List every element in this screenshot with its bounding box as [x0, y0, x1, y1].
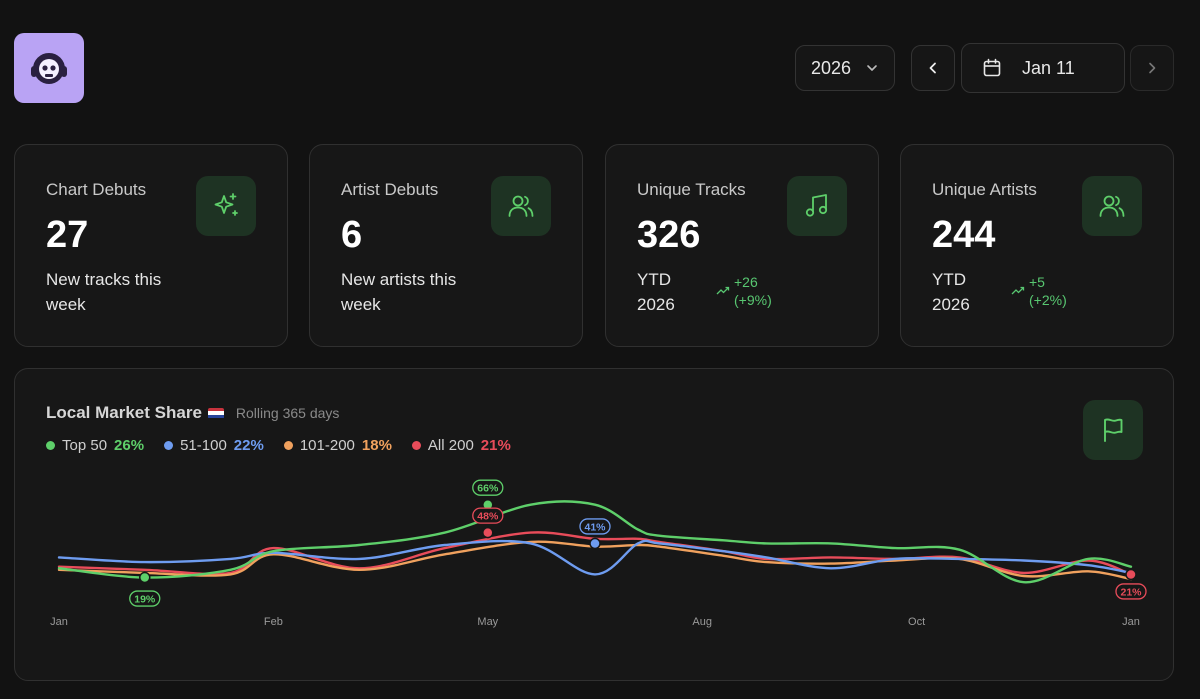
series-line-51-100[interactable]: [57, 539, 1133, 576]
users-icon: [1099, 195, 1125, 217]
legend-item-51-100[interactable]: 51-100 22%: [164, 437, 264, 454]
legend-label: 101-200: [299, 437, 355, 454]
x-tick-label: May: [477, 616, 498, 628]
annotation-48pct: 48%: [472, 507, 504, 539]
x-tick-label: Aug: [692, 616, 712, 628]
annotation-pill: [472, 479, 504, 496]
x-tick-label: Jan: [1122, 616, 1140, 628]
legend-dot: [164, 441, 174, 450]
card-value: 326: [637, 214, 701, 256]
trending-up-icon: [716, 286, 730, 295]
card-icon-box: [491, 176, 551, 236]
card-icon-box: [787, 176, 847, 236]
card-value: 27: [46, 214, 89, 256]
artist-debuts-card: Artist Debuts 6 New artists this week: [309, 144, 583, 347]
card-value: 244: [932, 214, 996, 256]
annotation-66pct: 66%: [472, 479, 504, 511]
annotation-label: 66%: [477, 483, 499, 495]
annotation-pill: [579, 518, 611, 535]
annotation-41pct: 41%: [579, 518, 611, 550]
chart-legend: Top 50 26% 51-100 22% 101-200 18% All 20…: [46, 437, 511, 454]
date-value: Jan 11: [1022, 57, 1075, 78]
card-label: Unique Artists: [932, 180, 1037, 199]
chart-flag-box: [1083, 400, 1143, 460]
app-logo[interactable]: [14, 33, 84, 103]
annotation-pill: [129, 590, 161, 607]
next-week-button[interactable]: [1130, 45, 1174, 91]
chart-subtitle: Rolling 365 days: [235, 405, 340, 421]
skull-headphones-icon: [31, 53, 67, 84]
trend-percent: (+9%): [734, 292, 772, 308]
legend-item-top50[interactable]: Top 50 26%: [46, 437, 144, 454]
annotation-point: [1125, 568, 1137, 581]
series-line-all-200[interactable]: [57, 531, 1133, 576]
card-subtext: YTD 2026: [637, 270, 675, 314]
x-tick-label: Jan: [50, 616, 68, 628]
annotation-19pct: 19%: [129, 571, 161, 607]
legend-dot: [283, 441, 293, 450]
sparkles-icon: [214, 193, 238, 216]
legend-item-101-200[interactable]: 101-200 18%: [283, 437, 392, 454]
card-subtext: New artists this week: [341, 270, 457, 314]
calendar-icon: [983, 58, 1001, 77]
card-label: Unique Tracks: [637, 180, 746, 199]
trend-indicator: +26 (+9%): [716, 273, 772, 309]
annotation-label: 48%: [477, 511, 499, 523]
annotation-21pct: 21%: [1115, 568, 1147, 600]
annotation-point: [589, 537, 601, 550]
legend-percent: 22%: [233, 437, 264, 454]
trend-percent: (+2%): [1029, 292, 1067, 308]
legend-percent: 18%: [361, 437, 392, 454]
annotation-point: [482, 526, 494, 539]
netherlands-flag-icon: [207, 407, 224, 419]
year-select[interactable]: 2026: [795, 45, 895, 91]
legend-label: 51-100: [180, 437, 227, 454]
market-share-card: Local Market Share Rolling 365 days Top …: [14, 368, 1174, 681]
trend-value: +26: [734, 274, 758, 290]
card-label: Chart Debuts: [46, 180, 147, 199]
music-note-icon: [805, 194, 828, 217]
chevron-left-icon: [929, 62, 936, 74]
users-icon: [508, 195, 534, 217]
chevron-down-icon: [867, 65, 877, 71]
market-share-line-chart[interactable]: Jan Feb May Aug Oct Jan 19% 66% 48% 41% 21%: [15, 369, 1175, 682]
unique-tracks-card: Unique Tracks 326 YTD 2026 +26 (+9%): [605, 144, 879, 347]
card-subtext: New tracks this week: [46, 270, 162, 314]
trending-up-icon: [1011, 286, 1025, 295]
legend-dot: [411, 441, 421, 450]
trend-value: +5: [1029, 274, 1045, 290]
x-tick-label: Oct: [908, 616, 925, 628]
card-label: Artist Debuts: [341, 180, 439, 199]
unique-artists-card: Unique Artists 244 YTD 2026 +5 (+2%): [900, 144, 1174, 347]
x-tick-label: Feb: [264, 616, 283, 628]
flag-icon: [1104, 418, 1123, 442]
card-subtext: YTD 2026: [932, 270, 970, 314]
legend-dot: [46, 441, 55, 450]
annotation-label: 21%: [1120, 586, 1142, 598]
legend-percent: 26%: [114, 437, 145, 454]
legend-item-all200[interactable]: All 200 21%: [411, 437, 511, 454]
year-value: 2026: [810, 57, 852, 78]
previous-week-button[interactable]: [911, 45, 955, 91]
annotation-pill: [472, 507, 504, 524]
legend-label: Top 50: [62, 437, 108, 454]
chart-title: Local Market Share: [46, 403, 202, 422]
card-value: 6: [341, 214, 363, 256]
chart-debuts-card: Chart Debuts 27 New tracks this week: [14, 144, 288, 347]
annotation-label: 41%: [584, 521, 606, 533]
annotation-label: 19%: [134, 594, 156, 606]
chevron-right-icon: [1149, 62, 1156, 74]
chart-header: Local Market Share Rolling 365 days: [46, 403, 339, 423]
legend-label: All 200: [427, 437, 474, 454]
date-picker-button[interactable]: Jan 11: [961, 43, 1125, 93]
legend-percent: 21%: [480, 437, 511, 454]
annotation-pill: [1115, 583, 1147, 600]
card-icon-box: [196, 176, 256, 236]
trend-indicator: +5 (+2%): [1011, 273, 1067, 309]
card-icon-box: [1082, 176, 1142, 236]
series-line-top-50[interactable]: [57, 500, 1133, 584]
annotation-point: [139, 571, 151, 584]
